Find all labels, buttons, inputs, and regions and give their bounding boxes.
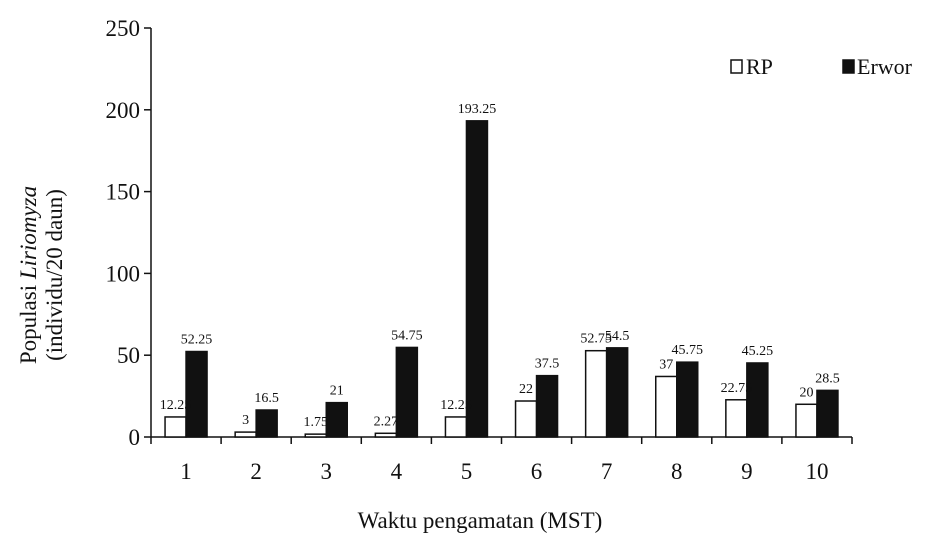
x-axis-title: Waktu pengamatan (MST) xyxy=(358,508,603,533)
data-label-rp-7: 52.75 xyxy=(580,332,612,347)
x-tick-label: 3 xyxy=(321,459,333,484)
bar-erwor-6 xyxy=(535,374,559,438)
bar-erwor-1 xyxy=(185,350,208,438)
bar-rp-1 xyxy=(164,416,187,438)
data-label-rp-8: 37 xyxy=(659,357,673,372)
data-label-erwor-6: 37.5 xyxy=(535,357,560,372)
y-tick-label: 200 xyxy=(106,98,141,123)
bar-rp-5 xyxy=(444,416,468,438)
bar-rp-2 xyxy=(234,431,257,438)
legend-swatch-erwor xyxy=(842,59,855,74)
bar-erwor-7 xyxy=(605,347,629,438)
x-tick-label: 5 xyxy=(461,459,473,484)
bar-rp-8 xyxy=(655,375,678,438)
bar-rp-3 xyxy=(304,433,327,438)
y-ticks: 0 50 100 150 200 250 xyxy=(106,16,151,450)
legend: RP Erwor xyxy=(730,54,913,79)
data-label-erwor-8: 45.75 xyxy=(672,343,704,358)
legend-label-rp: RP xyxy=(746,54,773,79)
bar-erwor-4 xyxy=(395,346,419,438)
data-label-rp-10: 20 xyxy=(799,385,813,400)
data-label-rp-5: 12.25 xyxy=(440,398,472,413)
data-label-rp-9: 22.75 xyxy=(721,381,753,396)
data-label-rp-6: 22 xyxy=(519,382,533,397)
y-tick-label: 250 xyxy=(106,16,141,41)
bar-erwor-10 xyxy=(816,389,839,438)
bar-erwor-5 xyxy=(465,120,489,438)
x-tick-label: 2 xyxy=(250,459,262,484)
y-tick-label: 100 xyxy=(106,261,141,286)
x-tick-label: 9 xyxy=(741,459,753,484)
bar-rp-6 xyxy=(514,400,538,438)
y-tick-label: 50 xyxy=(117,343,140,368)
data-label-erwor-7: 54.5 xyxy=(605,329,630,344)
legend-swatch-rp xyxy=(730,59,743,74)
bar-erwor-8 xyxy=(676,361,699,438)
bar-rp-7 xyxy=(584,349,608,438)
y-axis-title-italic: Liriomyza xyxy=(16,186,41,280)
y-axis-title-line2: (individu/20 daun) xyxy=(42,189,67,361)
data-label-rp-4: 2.27 xyxy=(374,414,399,429)
y-tick-label: 150 xyxy=(106,180,141,205)
y-tick-label: 0 xyxy=(129,425,141,450)
data-label-erwor-2: 16.5 xyxy=(254,391,279,406)
x-tick-label: 7 xyxy=(601,459,613,484)
bar-rp-10 xyxy=(795,403,818,438)
data-label-erwor-1: 52.25 xyxy=(181,333,213,348)
bars xyxy=(164,120,839,438)
bar-rp-9 xyxy=(725,399,748,438)
bar-rp-4 xyxy=(374,432,398,438)
x-tick-label: 4 xyxy=(391,459,403,484)
y-axis-title-line1: Populasi Liriomyza xyxy=(16,186,41,364)
data-label-rp-1: 12.25 xyxy=(160,398,192,413)
data-labels: 12.25 3 1.75 2.27 12.25 22 52.75 37 22.75 20 52.25… xyxy=(160,102,840,430)
data-label-erwor-3: 21 xyxy=(330,384,344,399)
x-tick-label: 1 xyxy=(180,459,192,484)
data-label-erwor-4: 54.75 xyxy=(391,328,423,343)
x-tick-label: 10 xyxy=(805,459,828,484)
legend-label-erwor: Erwor xyxy=(857,54,913,79)
bar-erwor-2 xyxy=(255,409,278,438)
x-ticks: 1 2 3 4 5 6 7 8 9 10 xyxy=(150,437,853,484)
data-label-erwor-9: 45.25 xyxy=(742,344,774,359)
data-label-rp-3: 1.75 xyxy=(304,415,329,430)
y-axis-title-prefix: Populasi xyxy=(16,279,41,364)
data-label-rp-2: 3 xyxy=(242,413,249,428)
bar-erwor-3 xyxy=(325,401,348,438)
data-label-erwor-5: 193.25 xyxy=(458,102,497,117)
bar-erwor-9 xyxy=(746,362,769,438)
data-label-erwor-10: 28.5 xyxy=(815,371,840,386)
x-tick-label: 6 xyxy=(531,459,543,484)
x-tick-label: 8 xyxy=(671,459,683,484)
